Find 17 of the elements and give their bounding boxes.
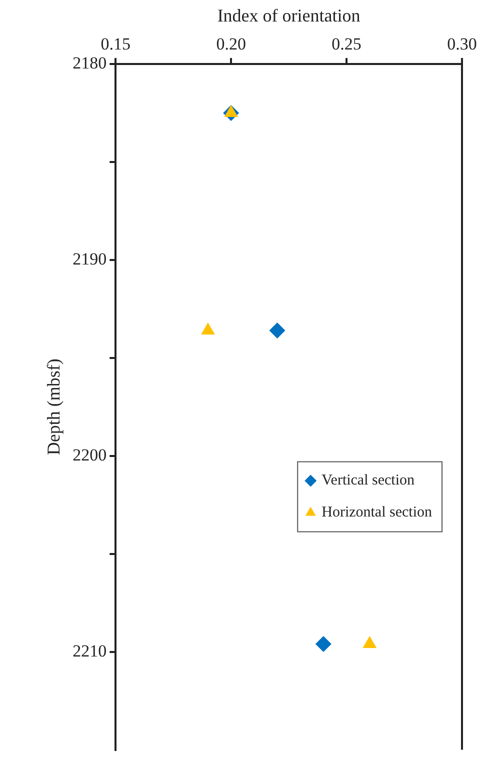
x-tick-label: 0.25 bbox=[332, 34, 362, 54]
legend-label: Vertical section bbox=[322, 472, 415, 489]
x-tick-label: 0.15 bbox=[100, 34, 130, 54]
x-tick-label: 0.30 bbox=[447, 34, 477, 54]
point bbox=[201, 322, 215, 334]
y-axis-title: Depth (mbsf) bbox=[44, 358, 64, 456]
x-tick-label: 0.20 bbox=[216, 34, 246, 54]
y-tick-label: 2200 bbox=[72, 445, 107, 464]
point bbox=[362, 636, 377, 648]
point bbox=[315, 636, 332, 652]
y-tick-label: 2210 bbox=[72, 641, 107, 660]
y-tick-label: 2180 bbox=[72, 53, 107, 72]
point bbox=[269, 322, 286, 338]
legend-label: Horizontal section bbox=[322, 504, 432, 521]
y-tick-label: 2190 bbox=[72, 249, 107, 268]
point bbox=[224, 104, 238, 117]
x-axis-title: Index of orientation bbox=[217, 6, 360, 26]
